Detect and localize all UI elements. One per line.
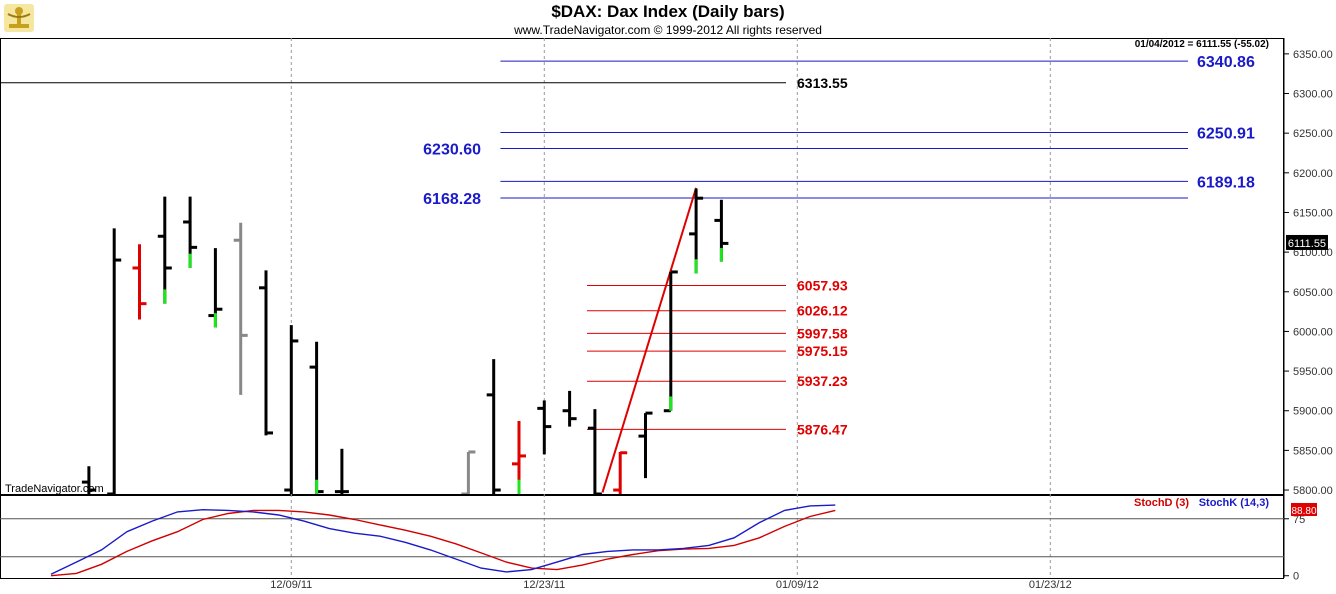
ohlc-bar	[183, 196, 198, 268]
price-tick-label: 6350.00	[1293, 49, 1333, 61]
ohlc-bar	[233, 222, 248, 395]
date-tick-label: 12/23/11	[523, 579, 565, 591]
ohlc-bar	[613, 451, 628, 494]
ohlc-bar	[714, 199, 729, 262]
level-label: 5876.47	[797, 421, 848, 437]
stoch-tick-label: 75	[1293, 514, 1305, 526]
stoch-tick-label: 0	[1293, 571, 1299, 583]
ohlc-bar	[689, 188, 704, 274]
ohlc-bar	[157, 196, 172, 304]
ohlc-bar	[259, 270, 273, 436]
ohlc-bar	[537, 400, 552, 455]
stoch-panel-frame	[0, 495, 1284, 579]
last-price-info: 01/04/2012 = 6111.55 (-55.02)	[1135, 39, 1269, 50]
price-tick-label: 6200.00	[1293, 168, 1333, 180]
stochk-line	[50, 504, 836, 575]
price-tick-label: 6250.00	[1293, 128, 1333, 140]
ohlc-bar	[638, 411, 653, 479]
level-label: 5937.23	[797, 373, 848, 389]
ohlc-bar	[334, 448, 349, 494]
price-tick-label: 6300.00	[1293, 89, 1333, 101]
level-label: 5975.15	[797, 343, 848, 359]
level-label: 6250.91	[1197, 125, 1255, 142]
ohlc-bar	[562, 390, 577, 427]
ohlc-bar	[309, 341, 324, 494]
copyright-text: www.TradeNavigator.com © 1999-2012 All r…	[513, 23, 822, 37]
trendline-group	[601, 187, 698, 493]
legend-stochk: StochK (14,3)	[1199, 497, 1270, 509]
level-labels: 6340.86 6313.55 6250.91 6230.60 6189.18 6168.…	[423, 54, 1255, 437]
stochd-line	[50, 509, 836, 577]
price-tick-label: 6100.00	[1293, 247, 1333, 259]
ohlc-bar	[663, 270, 678, 413]
ohlc-bar	[587, 409, 602, 494]
stoch-series	[50, 504, 836, 577]
price-tick-label: 6150.00	[1293, 207, 1333, 219]
level-label: 6230.60	[423, 142, 481, 159]
level-label: 6189.18	[1197, 174, 1255, 191]
date-tick-label: 01/23/12	[1029, 579, 1072, 591]
price-tick-label: 6000.00	[1293, 326, 1333, 338]
level-label: 5997.58	[797, 325, 848, 341]
level-label: 6026.12	[797, 303, 848, 319]
trendline	[601, 187, 698, 493]
stoch-reference-lines	[0, 518, 1284, 558]
brand-watermark: TradeNavigator.com	[5, 483, 104, 495]
level-lines	[0, 60, 1188, 430]
stoch-axis-ticks: 0 75	[1284, 514, 1305, 583]
level-label: 6340.86	[1197, 54, 1255, 71]
ohlc-bar	[461, 450, 476, 494]
ohlc-bar	[512, 421, 526, 494]
last-price-tag-label: 6111.55	[1288, 238, 1326, 250]
ohlc-bar	[284, 325, 299, 494]
stoch-last-value-label: 88.80	[1291, 506, 1316, 517]
date-tick-label: 01/09/12	[776, 579, 819, 591]
ohlc-bar	[208, 248, 223, 328]
price-tick-label: 5800.00	[1293, 485, 1333, 497]
price-tick-label: 5850.00	[1293, 445, 1333, 457]
legend-stochd: StochD (3)	[1134, 497, 1189, 509]
price-tick-label: 5900.00	[1293, 406, 1333, 418]
price-axis-ticks: 5800.00 5850.00 5900.00 5950.00 6000.00 6050.…	[1284, 49, 1333, 497]
level-label: 6057.93	[797, 277, 848, 293]
date-tick-label: 12/09/11	[270, 579, 312, 591]
ohlc-bar	[107, 228, 122, 494]
level-label: 6168.28	[423, 191, 481, 208]
last-price-tag: 6111.55	[1286, 234, 1328, 250]
price-tick-label: 6050.00	[1293, 287, 1333, 299]
stoch-last-value-tag: 88.80	[1291, 503, 1317, 517]
ohlc-bar	[81, 466, 96, 494]
tradenavigator-logo-icon	[4, 4, 34, 32]
ohlc-bar	[486, 359, 501, 494]
chart-title: $DAX: Dax Index (Daily bars)	[551, 2, 784, 21]
price-tick-label: 5950.00	[1293, 366, 1333, 378]
date-axis-ticks: 12/09/11 12/23/11 01/09/12 01/23/12	[270, 579, 1071, 591]
ohlc-bars	[81, 188, 729, 494]
ohlc-bar	[132, 244, 147, 320]
level-label: 6313.55	[797, 75, 848, 91]
price-panel-frame	[0, 38, 1284, 495]
